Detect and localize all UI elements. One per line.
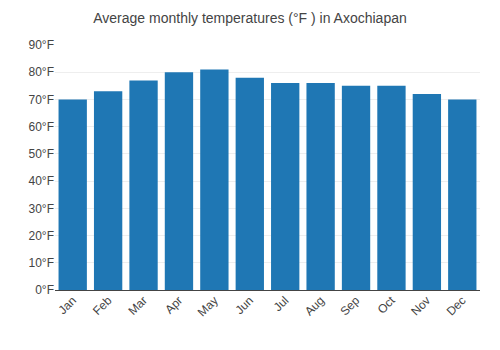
svg-text:May: May bbox=[195, 293, 221, 319]
svg-text:Jul: Jul bbox=[271, 293, 292, 314]
svg-text:60°F: 60°F bbox=[29, 120, 54, 134]
svg-text:20°F: 20°F bbox=[29, 229, 54, 243]
svg-text:Dec: Dec bbox=[444, 293, 469, 318]
svg-text:70°F: 70°F bbox=[29, 93, 54, 107]
svg-text:Sep: Sep bbox=[337, 293, 362, 318]
svg-text:90°F: 90°F bbox=[29, 38, 54, 52]
svg-text:Jan: Jan bbox=[55, 293, 79, 317]
svg-text:Jun: Jun bbox=[233, 293, 257, 317]
svg-text:10°F: 10°F bbox=[29, 256, 54, 270]
svg-text:50°F: 50°F bbox=[29, 147, 54, 161]
svg-text:80°F: 80°F bbox=[29, 65, 54, 79]
svg-text:Mar: Mar bbox=[125, 293, 150, 318]
svg-text:0°F: 0°F bbox=[35, 283, 54, 297]
svg-text:30°F: 30°F bbox=[29, 202, 54, 216]
svg-text:Apr: Apr bbox=[162, 293, 185, 316]
svg-text:Feb: Feb bbox=[90, 293, 115, 318]
svg-text:40°F: 40°F bbox=[29, 174, 54, 188]
svg-text:Average monthly temperatures (: Average monthly temperatures (°F ) in Ax… bbox=[93, 10, 407, 26]
svg-text:Oct: Oct bbox=[375, 293, 399, 317]
svg-text:Aug: Aug bbox=[302, 293, 327, 318]
svg-text:Nov: Nov bbox=[408, 293, 433, 318]
